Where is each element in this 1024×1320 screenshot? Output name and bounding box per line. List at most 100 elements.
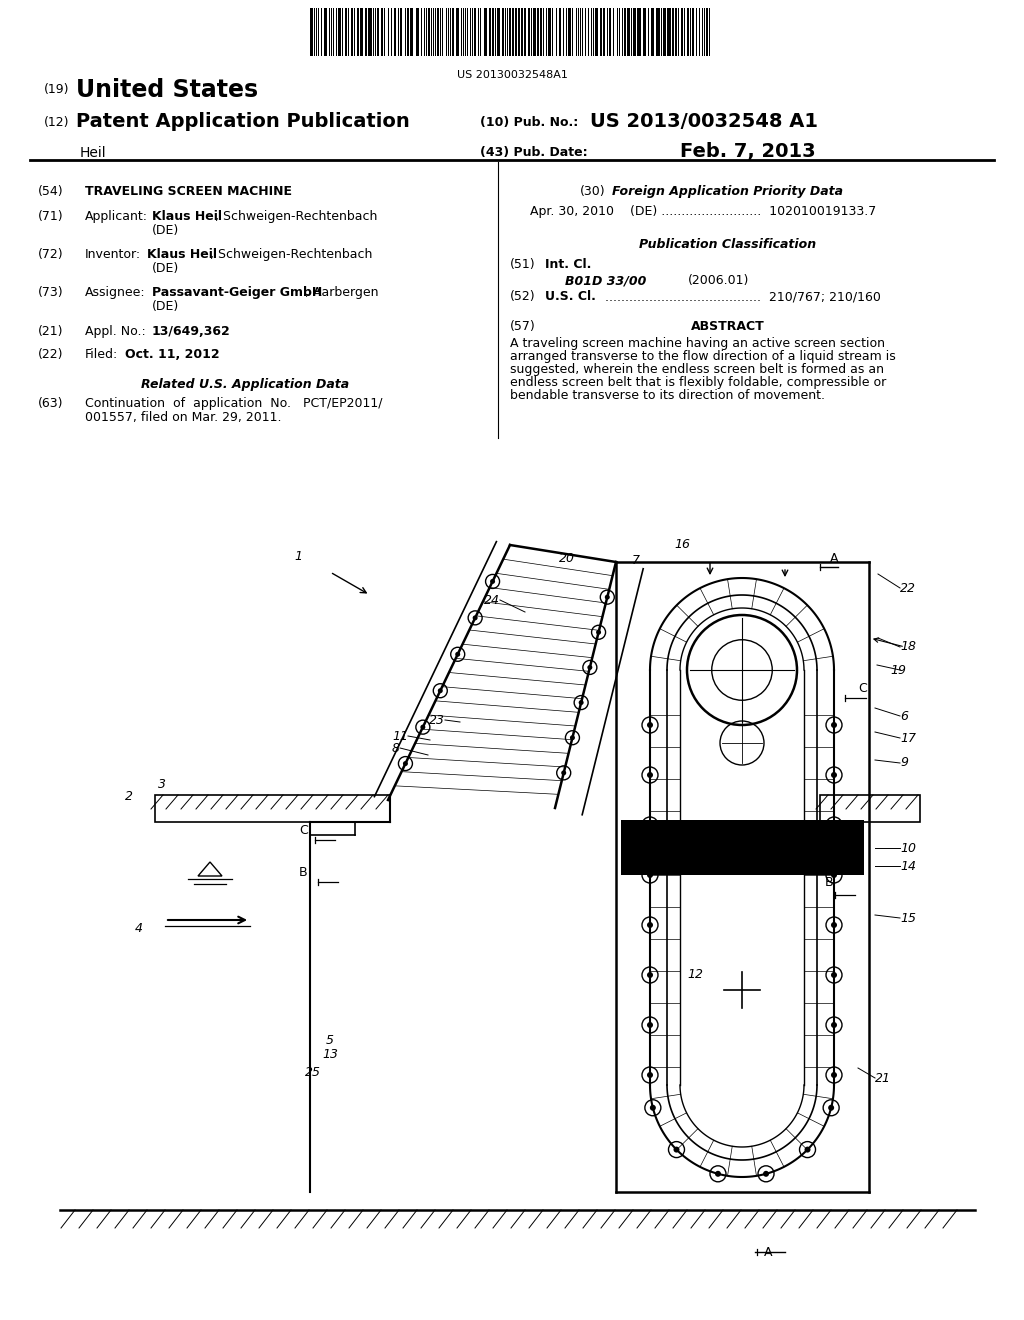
Text: 5: 5: [326, 1034, 334, 1047]
Text: (10) Pub. No.:: (10) Pub. No.:: [480, 116, 579, 129]
Text: Continuation  of  application  No.   PCT/EP2011/: Continuation of application No. PCT/EP20…: [85, 397, 383, 411]
Circle shape: [438, 688, 442, 693]
Text: (72): (72): [38, 248, 63, 261]
Bar: [537, 8, 539, 55]
Bar: [515, 8, 517, 55]
Text: B01D 33/00: B01D 33/00: [565, 275, 646, 286]
Text: 25: 25: [305, 1067, 321, 1080]
Bar: [452, 8, 454, 55]
Text: C: C: [299, 824, 308, 837]
Text: (22): (22): [38, 348, 63, 360]
Text: Assignee:: Assignee:: [85, 286, 145, 300]
Text: 19: 19: [890, 664, 906, 676]
Bar: [416, 8, 419, 55]
Bar: [651, 8, 654, 55]
Circle shape: [831, 722, 837, 729]
Circle shape: [715, 1171, 721, 1177]
Text: , Schweigen-Rechtenbach: , Schweigen-Rechtenbach: [210, 248, 373, 261]
Text: Applicant:: Applicant:: [85, 210, 148, 223]
Text: 3: 3: [158, 779, 166, 792]
Text: US 20130032548A1: US 20130032548A1: [457, 70, 567, 81]
Bar: [484, 8, 487, 55]
Circle shape: [647, 921, 653, 928]
Bar: [502, 8, 504, 55]
Bar: [410, 8, 413, 55]
Bar: [474, 8, 476, 55]
Bar: [351, 8, 353, 55]
Circle shape: [579, 700, 584, 705]
Text: (21): (21): [38, 325, 63, 338]
Text: 13/649,362: 13/649,362: [152, 325, 230, 338]
Bar: [643, 8, 646, 55]
Text: (30): (30): [580, 185, 605, 198]
Text: Int. Cl.: Int. Cl.: [545, 257, 592, 271]
Bar: [360, 8, 362, 55]
Text: (71): (71): [38, 210, 63, 223]
Bar: [345, 8, 347, 55]
Text: (DE): (DE): [152, 300, 179, 313]
Bar: [407, 8, 409, 55]
Text: 16: 16: [674, 539, 690, 552]
Text: (DE): (DE): [152, 224, 179, 238]
Text: 12: 12: [687, 969, 703, 982]
Text: 1: 1: [294, 549, 302, 562]
Text: (51): (51): [510, 257, 536, 271]
Text: Heil: Heil: [80, 147, 106, 160]
Bar: [381, 8, 383, 55]
Text: 13: 13: [322, 1048, 338, 1061]
Text: 21: 21: [874, 1072, 891, 1085]
Circle shape: [647, 1072, 653, 1078]
Circle shape: [647, 822, 653, 828]
Bar: [706, 8, 708, 55]
Circle shape: [570, 735, 574, 741]
Bar: [675, 8, 677, 55]
Text: C: C: [858, 681, 866, 694]
Polygon shape: [621, 820, 864, 875]
Bar: [633, 8, 636, 55]
Text: endless screen belt that is flexibly foldable, compressible or: endless screen belt that is flexibly fol…: [510, 376, 886, 389]
Text: (43) Pub. Date:: (43) Pub. Date:: [480, 147, 588, 158]
Text: B: B: [298, 866, 307, 879]
Circle shape: [605, 594, 609, 599]
Bar: [681, 8, 683, 55]
Bar: [548, 8, 551, 55]
Text: 001557, filed on Mar. 29, 2011.: 001557, filed on Mar. 29, 2011.: [85, 411, 282, 424]
Bar: [492, 8, 494, 55]
Bar: [394, 8, 396, 55]
Bar: [672, 8, 674, 55]
Text: United States: United States: [76, 78, 258, 102]
Circle shape: [647, 722, 653, 729]
Text: Foreign Application Priority Data: Foreign Application Priority Data: [612, 185, 844, 198]
Text: US 2013/0032548 A1: US 2013/0032548 A1: [590, 112, 818, 131]
Text: suggested, wherein the endless screen belt is formed as an: suggested, wherein the endless screen be…: [510, 363, 884, 376]
Text: (73): (73): [38, 286, 63, 300]
Text: Klaus Heil: Klaus Heil: [147, 248, 217, 261]
Text: arranged transverse to the flow direction of a liquid stream is: arranged transverse to the flow directio…: [510, 350, 896, 363]
Circle shape: [828, 1105, 835, 1110]
Text: A: A: [830, 552, 839, 565]
Circle shape: [831, 972, 837, 978]
Text: 15: 15: [900, 912, 916, 924]
Text: (12): (12): [44, 116, 70, 129]
Bar: [540, 8, 542, 55]
Bar: [509, 8, 511, 55]
Text: ABSTRACT: ABSTRACT: [691, 319, 765, 333]
Bar: [512, 8, 514, 55]
Circle shape: [674, 1147, 680, 1152]
Circle shape: [473, 615, 477, 620]
Circle shape: [650, 1105, 655, 1110]
Text: 18: 18: [900, 640, 916, 653]
Bar: [600, 8, 602, 55]
Circle shape: [588, 665, 592, 671]
Bar: [437, 8, 439, 55]
Text: 6: 6: [900, 710, 908, 722]
Bar: [310, 8, 313, 55]
Text: B: B: [825, 876, 834, 890]
Text: 2: 2: [125, 791, 133, 804]
Text: A: A: [764, 1246, 772, 1259]
Text: .......................................  210/767; 210/160: ....................................... …: [605, 290, 881, 304]
Bar: [692, 8, 694, 55]
Text: 23: 23: [429, 714, 445, 726]
Bar: [568, 8, 571, 55]
Bar: [687, 8, 689, 55]
